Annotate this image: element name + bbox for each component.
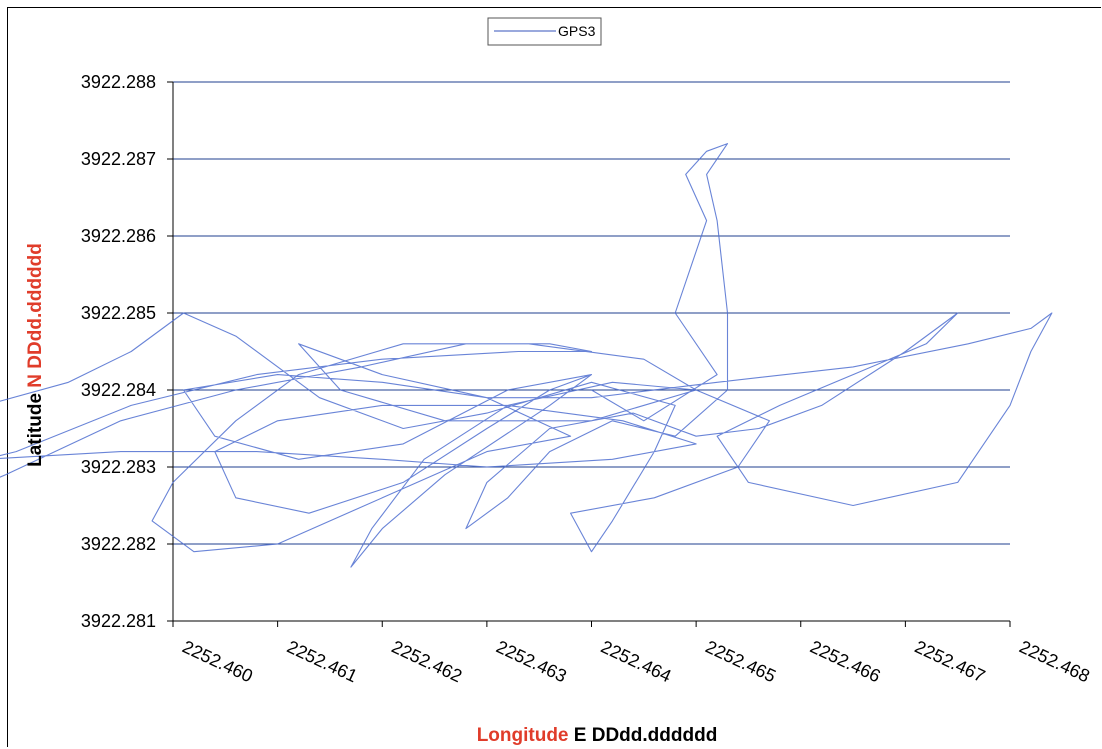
x-tick-labels: 2252.460 2252.461 2252.462 2252.463 2252.464… [179, 636, 1092, 686]
x-tick-label: 2252.466 [807, 636, 883, 686]
y-tick-label: 3922.284 [81, 380, 156, 400]
x-tick-label: 2252.460 [179, 636, 255, 686]
x-tick-label: 2252.464 [598, 636, 674, 686]
series-layer [0, 143, 1053, 568]
chart-frame [7, 7, 1101, 747]
x-tick-label: 2252.461 [284, 636, 360, 686]
y-tick-label: 3922.281 [81, 611, 156, 631]
y-tick-labels: 3922.288 3922.287 3922.286 3922.285 3922.284… [81, 72, 156, 631]
x-tick-label: 2252.462 [389, 636, 465, 686]
y-tick-label: 3922.288 [81, 72, 156, 92]
y-axis-title: Latitude N DDdd.dddddd [25, 243, 46, 467]
legend-label: GPS3 [558, 23, 596, 39]
legend: GPS3 [487, 17, 602, 46]
y-tick-label: 3922.282 [81, 534, 156, 554]
y-axis-title-part2: N DDdd.dddddd [25, 243, 46, 388]
x-axis-title-part1: Longitude [477, 725, 569, 746]
x-tick-label: 2252.465 [702, 636, 778, 686]
x-tick-label: 2252.467 [912, 636, 988, 686]
plot-area [0, 81, 1053, 627]
x-tick-label: 2252.463 [493, 636, 569, 686]
y-tick-label: 3922.285 [81, 303, 156, 323]
y-axis-title-part1: Latitude [25, 393, 46, 467]
x-axis-title: Longitude E DDdd.dddddd [477, 725, 718, 746]
y-tick-label: 3922.283 [81, 457, 156, 477]
axes [172, 82, 1011, 627]
x-axis-title-part2: E DDdd.dddddd [574, 725, 718, 746]
y-tick-label: 3922.287 [81, 149, 156, 169]
y-tick-label: 3922.286 [81, 226, 156, 246]
x-tick-label: 2252.468 [1016, 636, 1092, 686]
series-line-gps3 [0, 143, 1053, 568]
gridlines [167, 81, 1010, 622]
